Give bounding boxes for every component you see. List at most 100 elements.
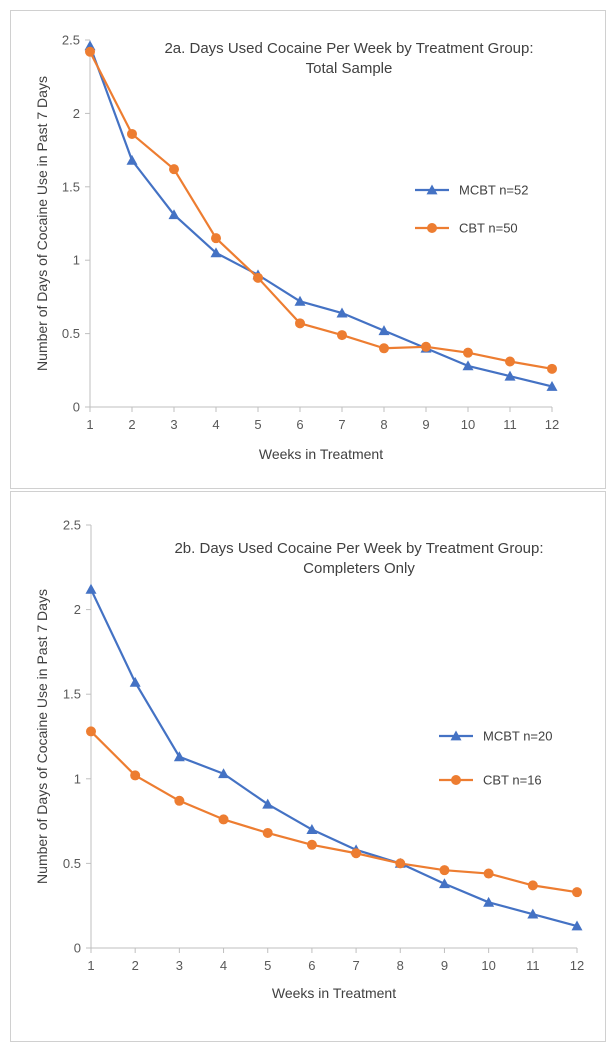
legend-label: CBT n=16 — [483, 773, 542, 788]
x-tick-label: 6 — [296, 417, 303, 432]
x-tick-label: 3 — [176, 958, 183, 973]
y-tick-label: 2 — [74, 602, 81, 617]
x-tick-label: 8 — [380, 417, 387, 432]
series-cbt — [86, 726, 582, 898]
data-point — [306, 824, 318, 834]
series-cbt — [85, 46, 557, 374]
data-point — [173, 751, 185, 762]
data-point — [572, 887, 582, 898]
data-point — [505, 356, 515, 367]
y-tick-label: 0 — [74, 941, 81, 956]
y-tick-label: 1.5 — [63, 687, 81, 702]
data-point — [379, 343, 389, 354]
data-point — [210, 247, 222, 258]
y-tick-label: 0.5 — [62, 326, 80, 341]
legend-marker — [451, 775, 461, 785]
x-tick-label: 4 — [212, 417, 219, 432]
x-tick-label: 7 — [338, 417, 345, 432]
series-line — [88, 45, 553, 388]
x-tick-label: 11 — [526, 958, 540, 973]
x-tick-label: 3 — [170, 417, 177, 432]
data-point — [546, 380, 558, 391]
legend-marker — [427, 223, 437, 233]
x-tick-label: 5 — [264, 958, 271, 973]
x-axis-title: Weeks in Treatment — [259, 446, 383, 462]
legend-label: MCBT n=20 — [483, 729, 553, 744]
series-line — [90, 588, 578, 928]
data-point — [336, 307, 348, 318]
data-point — [527, 908, 539, 919]
chart-panel-2b: 0 0.5 1 1.5 2 2.5 1 2 3 4 5 6 7 8 9 10 11 12 Weeks in Trea… — [10, 491, 606, 1042]
x-tick-label: 6 — [308, 958, 315, 973]
data-point — [130, 770, 141, 781]
data-point — [483, 896, 495, 907]
x-tick-label: 9 — [422, 417, 429, 432]
legend-entry-mcbt: MCBT n=52 — [415, 183, 529, 198]
chart-title-line1: 2b. Days Used Cocaine Per Week by Treatm… — [174, 540, 543, 557]
chart-title-line2: Total Sample — [306, 60, 393, 77]
y-tick-label: 1 — [74, 771, 81, 786]
legend-label: CBT n=50 — [459, 221, 518, 236]
legend-entry-cbt: CBT n=16 — [439, 773, 542, 788]
chart-title-line1: 2a. Days Used Cocaine Per Week by Treatm… — [164, 40, 533, 57]
data-point — [262, 798, 274, 809]
x-tick-label: 12 — [570, 958, 584, 973]
data-point — [86, 726, 96, 737]
data-point — [421, 341, 431, 352]
data-point — [337, 330, 347, 341]
legend-label: MCBT n=52 — [459, 183, 529, 198]
data-point — [211, 233, 221, 244]
y-tick-label: 2 — [73, 106, 80, 121]
x-tick-label: 12 — [545, 417, 559, 432]
data-point — [483, 868, 494, 879]
x-tick-label: 7 — [352, 958, 359, 973]
data-point — [463, 347, 473, 358]
chart-title-line2: Completers Only — [303, 560, 415, 577]
data-point — [438, 878, 450, 889]
data-point — [378, 325, 390, 336]
data-point — [253, 272, 263, 283]
y-tick-label: 0.5 — [63, 856, 81, 871]
y-tick-label: 2.5 — [62, 33, 80, 48]
data-point — [527, 880, 538, 891]
data-point — [127, 128, 137, 139]
series-line — [90, 730, 578, 894]
x-tick-label: 2 — [132, 958, 139, 973]
x-tick-label: 10 — [481, 958, 495, 973]
series-line — [89, 51, 553, 370]
data-point — [294, 295, 306, 306]
data-point — [126, 154, 138, 165]
data-point — [306, 839, 317, 850]
y-axis-title: Number of Days of Cocaine Use in Past 7 … — [34, 76, 50, 371]
data-point — [462, 360, 474, 371]
data-point — [395, 858, 406, 869]
data-point — [571, 920, 583, 931]
x-tick-label: 10 — [461, 417, 475, 432]
data-point — [504, 370, 516, 381]
data-point — [85, 46, 95, 57]
x-tick-label: 5 — [254, 417, 261, 432]
data-point — [174, 795, 185, 806]
legend-marker — [426, 184, 438, 195]
data-point — [218, 768, 230, 779]
y-tick-label: 0 — [73, 400, 80, 415]
data-point — [547, 363, 557, 374]
y-tick-label: 1 — [73, 253, 80, 268]
x-tick-label: 1 — [87, 958, 94, 973]
data-point — [439, 865, 450, 876]
data-point — [129, 676, 141, 687]
x-tick-label: 9 — [441, 958, 448, 973]
legend-entry-mcbt: MCBT n=20 — [439, 729, 553, 744]
x-axis-title: Weeks in Treatment — [272, 985, 396, 1001]
data-point — [85, 583, 97, 594]
series-mcbt — [84, 40, 558, 391]
data-point — [262, 827, 273, 838]
y-axis-title: Number of Days of Cocaine Use in Past 7 … — [34, 589, 50, 884]
data-point — [169, 164, 179, 175]
legend-marker — [450, 730, 462, 741]
data-point — [218, 814, 229, 825]
x-tick-label: 11 — [503, 417, 517, 432]
data-point — [168, 209, 180, 220]
